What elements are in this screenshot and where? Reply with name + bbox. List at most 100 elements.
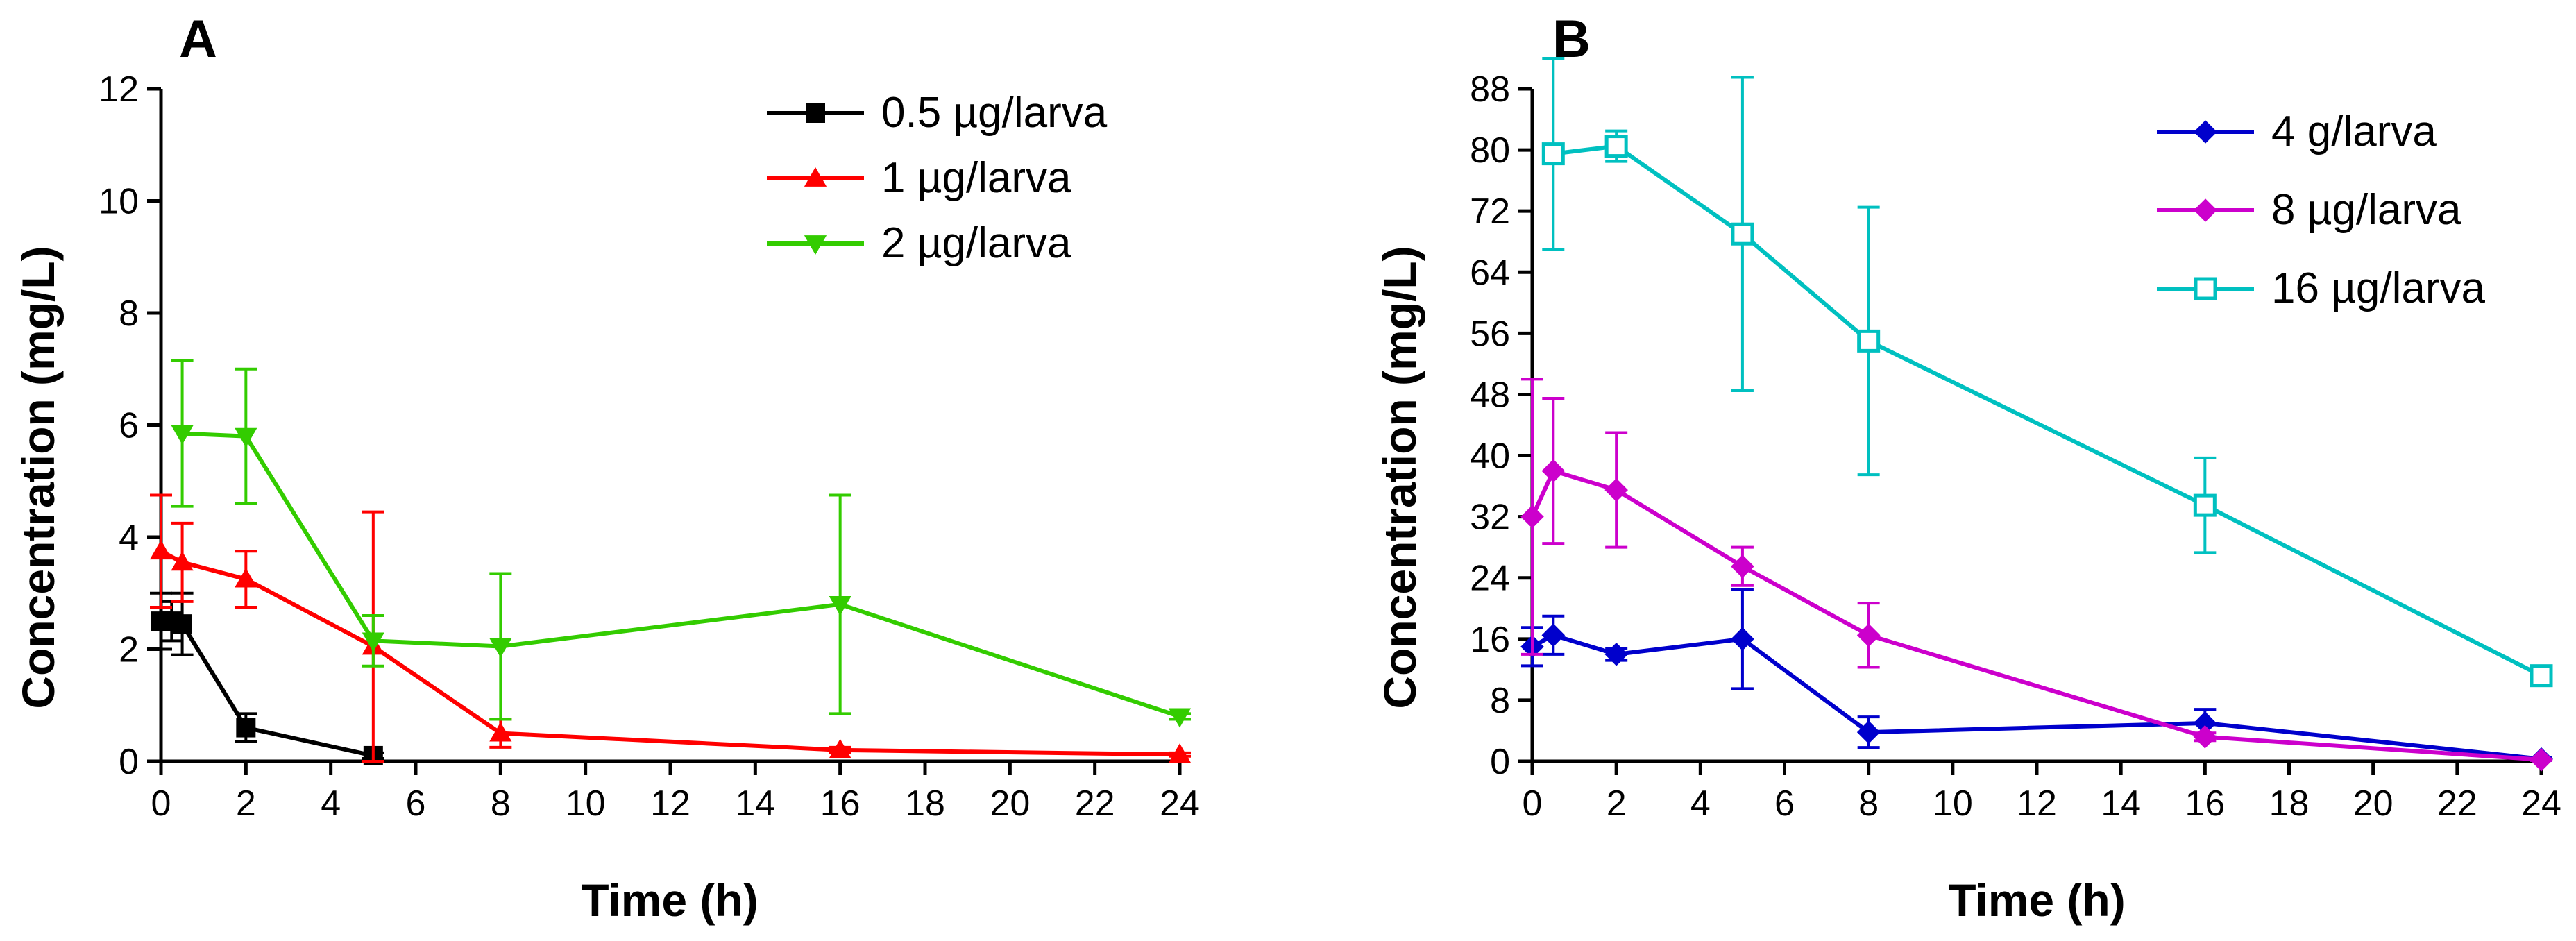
panel-b-legend-marker — [2194, 198, 2217, 222]
panel-a-series-line — [182, 431, 1180, 719]
panel-b-data-point — [1604, 478, 1628, 502]
panel-b-data-point — [1856, 720, 1881, 744]
panel-b-y-tick-label: 80 — [1470, 130, 1510, 171]
panel-b-y-tick-label: 8 — [1490, 681, 1510, 721]
panel-a-series-2 — [171, 359, 1192, 728]
panel-b-x-tick-label: 12 — [2017, 783, 2057, 824]
panel-b-x-tick-label: 22 — [2437, 783, 2477, 824]
panel-a-y-tick-label: 12 — [99, 69, 139, 110]
panel-b-x-tick-label: 8 — [1858, 783, 1879, 824]
panel-b-legend-label: 4 g/larva — [2271, 108, 2437, 155]
panel-b-data-point — [2530, 664, 2553, 688]
panel-b: B 0 2 4 6 8 10 12 14 16 18 20 22 2408162432404856647… — [1374, 10, 2561, 926]
panel-a-y-axis-title: Concentration (mg/L) — [12, 246, 64, 709]
panel-b-series-0 — [1520, 588, 2553, 771]
panel-b-data-point — [1731, 222, 1754, 246]
panel-b-data-point — [1541, 623, 1566, 647]
panel-a-x-tick-label: 8 — [491, 783, 511, 824]
panel-a-data-point — [362, 632, 384, 652]
panel-a-y-tick-label: 4 — [119, 518, 139, 558]
panel-a-x-tick-label: 10 — [566, 783, 606, 824]
panel-b-x-tick-label: 0 — [1523, 783, 1543, 824]
panel-b-y-tick-label: 88 — [1470, 69, 1510, 110]
panel-b-series-line — [1531, 633, 2542, 761]
panel-b-y-tick-label: 72 — [1470, 192, 1510, 232]
panel-b-y-tick-label: 24 — [1470, 559, 1510, 599]
panel-a-x-tick-label: 0 — [151, 783, 171, 824]
panel-b-y-tick-label: 56 — [1470, 314, 1510, 354]
panel-b-plot-area: 0 2 4 6 8 10 12 14 16 18 20 22 240816243240485664728… — [1470, 56, 2561, 824]
panel-a-x-tick-label: 20 — [990, 783, 1030, 824]
panel-b-series-2 — [1541, 56, 2553, 688]
panel-a-legend-marker — [804, 167, 827, 187]
panel-b-letter: B — [1552, 10, 1591, 69]
panel-b-data-point — [2193, 724, 2217, 749]
panel-b-y-axis-title: Concentration (mg/L) — [1374, 246, 1425, 709]
panel-b-x-axis-title: Time (h) — [1948, 874, 2125, 926]
panel-b-y-tick-label: 32 — [1470, 498, 1510, 538]
panel-b-x-tick-label: 4 — [1690, 783, 1711, 824]
panel-a-data-point — [171, 551, 194, 571]
panel-b-data-point — [2193, 711, 2217, 735]
panel-b-legend-marker — [2194, 277, 2217, 300]
panel-b-legend-marker — [2194, 120, 2217, 144]
panel-a-x-tick-label: 14 — [735, 783, 775, 824]
panel-a-data-point — [1168, 708, 1192, 728]
panel-a-x-tick-label: 22 — [1075, 783, 1115, 824]
panel-a-legend-label: 0.5 µg/larva — [881, 89, 1108, 137]
panel-b-legend-label: 16 µg/larva — [2271, 264, 2486, 312]
panel-a-data-point — [235, 568, 257, 588]
panel-a-y-tick-label: 8 — [119, 294, 139, 334]
panel-b-y-tick-label: 64 — [1470, 253, 1510, 293]
panel-a-x-tick-label: 6 — [406, 783, 426, 824]
panel-a-y-tick-label: 6 — [119, 406, 139, 446]
panel-b-data-point — [1541, 459, 1566, 483]
panel-a-data-point — [1168, 743, 1192, 763]
panel-b-y-tick-label: 0 — [1490, 742, 1510, 782]
panel-b-data-point — [2193, 493, 2217, 517]
panel-a-letter: A — [179, 10, 217, 69]
panel-a-legend-marker — [804, 235, 827, 255]
panel-b-x-tick-label: 10 — [1933, 783, 1973, 824]
panel-b-data-point — [1541, 142, 1565, 166]
panel-a-x-tick-label: 12 — [650, 783, 690, 824]
panel-a-data-point — [172, 614, 192, 634]
panel-b-legend-label: 8 µg/larva — [2271, 186, 2461, 234]
panel-a-data-point — [489, 722, 512, 742]
panel-a-series-0 — [150, 591, 384, 765]
panel-b-y-tick-label: 40 — [1470, 436, 1510, 477]
panel-a-y-tick-label: 2 — [119, 630, 139, 670]
panel-a-data-point — [235, 427, 257, 448]
panel-a-x-axis-title: Time (h) — [581, 874, 758, 926]
panel-a-x-tick-label: 24 — [1160, 783, 1200, 824]
panel-b-data-point — [1731, 554, 1754, 579]
panel-a-series-line — [161, 619, 374, 758]
panel-b-x-tick-label: 16 — [2185, 783, 2225, 824]
panel-a-y-tick-label: 10 — [99, 182, 139, 222]
panel-a-data-point — [829, 738, 851, 758]
panel-a-legend: 0.5 µg/larva 1 µg/larva 2 µg/larva — [767, 89, 1108, 267]
panel-b-data-point — [1604, 643, 1628, 666]
panel-b-data-point — [1857, 329, 1881, 353]
panel-b-data-point — [2530, 747, 2553, 772]
panel-a-data-point — [149, 540, 173, 560]
panel-b-x-tick-label: 20 — [2353, 783, 2393, 824]
panel-a-x-tick-label: 16 — [820, 783, 861, 824]
panel-a-data-point — [171, 425, 194, 445]
panel-a-legend-label: 1 µg/larva — [881, 154, 1071, 202]
panel-a-data-point — [829, 596, 851, 616]
panel-b-x-tick-label: 2 — [1607, 783, 1627, 824]
panel-b-series-line — [1530, 468, 2542, 762]
panel-a-x-tick-label: 4 — [321, 783, 341, 824]
panel-b-y-tick-label: 16 — [1470, 620, 1510, 660]
panel-b-y-tick-label: 48 — [1470, 375, 1510, 415]
panel-b-data-point — [1604, 135, 1628, 158]
panel-a-legend-marker — [806, 103, 825, 123]
panel-b-data-point — [1731, 627, 1754, 651]
panel-b-series-1 — [1520, 378, 2553, 772]
panel-a-series-line — [160, 549, 1180, 757]
panel-a-data-point — [236, 718, 256, 738]
